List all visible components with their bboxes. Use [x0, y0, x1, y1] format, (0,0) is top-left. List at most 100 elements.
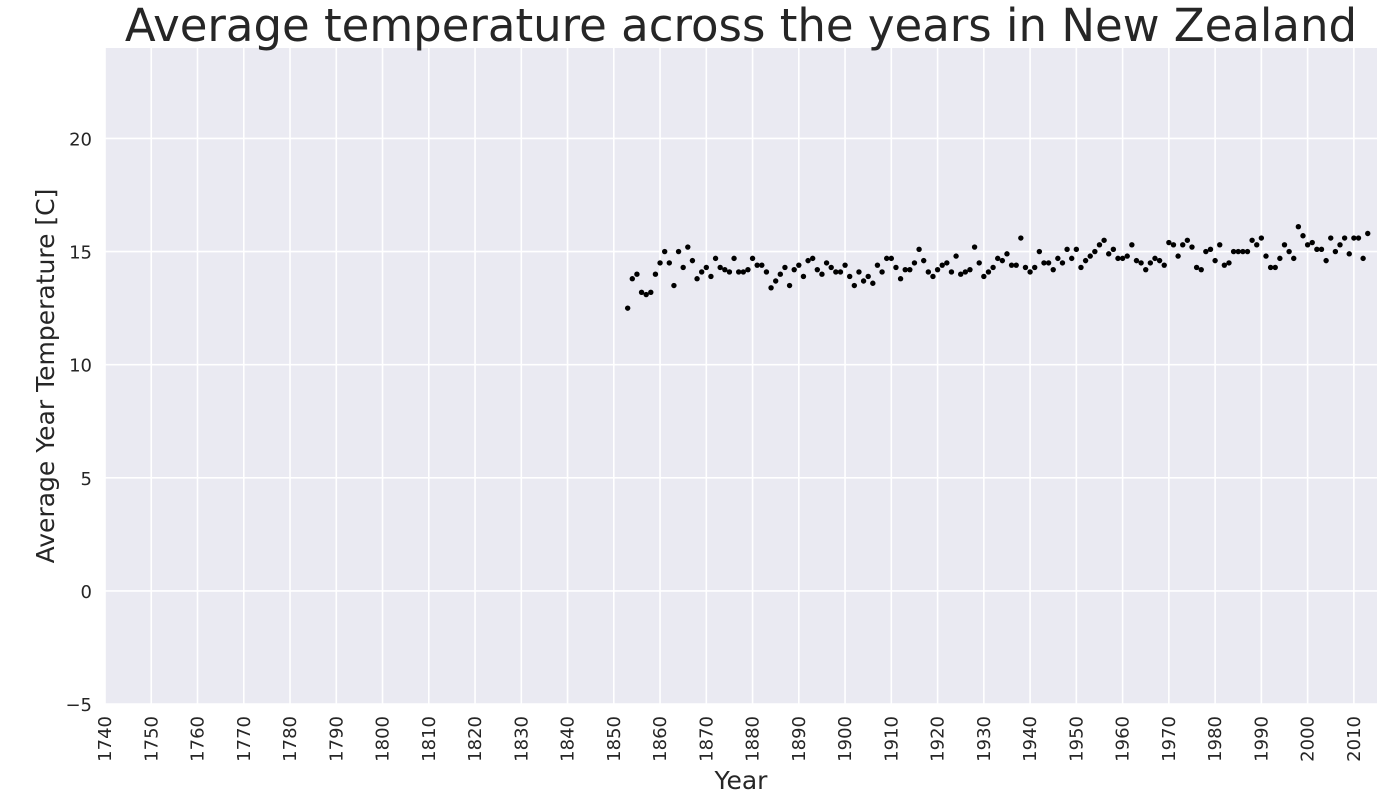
data-point: [1226, 260, 1232, 266]
data-point: [722, 266, 728, 273]
data-point: [819, 271, 825, 277]
x-tick-label: 1850: [604, 716, 625, 762]
data-point: [634, 271, 640, 277]
data-point: [1069, 255, 1075, 262]
data-point: [837, 269, 844, 275]
data-point: [624, 305, 631, 311]
data-point: [833, 269, 839, 275]
x-tick-label: 1820: [465, 716, 486, 762]
data-point: [1045, 260, 1052, 266]
data-point: [1272, 264, 1278, 271]
data-point: [1064, 246, 1070, 253]
x-tick-label: 1860: [650, 716, 671, 762]
data-point: [1221, 262, 1228, 268]
data-point: [944, 260, 950, 266]
data-point: [1101, 237, 1107, 243]
data-point: [1244, 248, 1251, 255]
data-point: [786, 282, 793, 289]
y-axis-title: Average Year Temperature [C]: [31, 189, 60, 564]
data-point: [981, 273, 987, 280]
data-point: [805, 257, 811, 264]
data-point: [916, 246, 922, 253]
data-point: [1281, 242, 1288, 248]
data-point: [1013, 262, 1019, 268]
data-point: [661, 248, 668, 255]
data-point: [879, 269, 885, 275]
data-point: [897, 276, 904, 282]
data-point: [846, 273, 853, 280]
data-point: [1351, 235, 1357, 241]
data-point: [652, 271, 659, 277]
data-point: [1018, 235, 1024, 241]
data-point: [888, 255, 895, 262]
data-point: [731, 255, 737, 262]
x-tick-label: 1790: [326, 716, 347, 762]
x-tick-label: 1750: [141, 716, 162, 762]
data-point: [768, 285, 774, 291]
data-point: [694, 276, 700, 282]
data-point: [1036, 248, 1043, 255]
data-point: [1022, 264, 1029, 271]
data-point: [1032, 264, 1038, 271]
data-point: [689, 257, 696, 264]
data-point: [1365, 230, 1371, 237]
data-point: [712, 255, 719, 262]
data-point: [1175, 253, 1181, 259]
data-point: [1138, 260, 1144, 266]
data-point: [907, 266, 913, 273]
data-point: [884, 255, 890, 262]
data-point: [1050, 266, 1056, 273]
data-point: [1087, 253, 1093, 259]
data-point: [1337, 242, 1343, 248]
data-point: [1073, 246, 1080, 253]
x-tick-label: 1740: [95, 716, 116, 762]
data-point: [1027, 269, 1033, 275]
x-tick-label: 1760: [188, 716, 209, 762]
data-point: [948, 269, 955, 275]
data-point: [921, 257, 927, 264]
data-point: [782, 264, 788, 271]
data-point: [1318, 246, 1325, 253]
data-point: [1147, 260, 1154, 266]
data-point: [1360, 255, 1366, 262]
data-point: [971, 244, 978, 250]
data-point: [763, 269, 770, 275]
data-point: [1096, 242, 1103, 248]
data-point: [856, 269, 862, 275]
data-point: [1078, 264, 1084, 271]
data-point: [726, 269, 733, 275]
data-point: [777, 271, 784, 277]
x-tick-label: 2000: [1298, 716, 1319, 762]
data-point: [740, 269, 747, 275]
data-point: [995, 255, 1001, 262]
data-point: [1346, 251, 1352, 257]
data-point: [698, 269, 705, 275]
data-point: [1106, 251, 1112, 257]
data-point: [759, 262, 765, 268]
data-point: [860, 278, 867, 284]
data-point: [1304, 242, 1311, 248]
data-point: [1180, 242, 1186, 248]
data-point: [842, 262, 848, 268]
data-point: [1291, 255, 1297, 262]
x-tick-label: 1960: [1113, 716, 1134, 762]
x-tick-label: 1890: [789, 716, 810, 762]
data-point: [1004, 251, 1010, 257]
x-tick-label: 1830: [511, 716, 532, 762]
data-point: [1124, 253, 1130, 259]
data-point: [1059, 260, 1066, 266]
data-point: [800, 273, 807, 280]
data-point: [1263, 253, 1269, 259]
data-point: [703, 264, 710, 271]
y-tick-label: −5: [65, 695, 92, 716]
data-point: [902, 266, 908, 273]
data-point: [772, 278, 779, 284]
data-point: [1323, 257, 1329, 264]
x-tick-label: 1900: [835, 716, 856, 762]
data-point: [1277, 255, 1283, 262]
x-tick-label: 1990: [1251, 716, 1272, 762]
data-point: [1170, 242, 1177, 248]
y-tick-label: 10: [69, 356, 92, 377]
data-point: [717, 264, 723, 271]
